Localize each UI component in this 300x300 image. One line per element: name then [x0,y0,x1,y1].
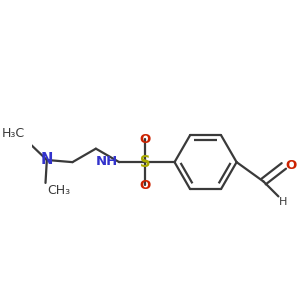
Text: O: O [139,133,151,146]
Text: S: S [140,154,150,169]
Text: H₃C: H₃C [2,127,25,140]
Text: CH₃: CH₃ [47,184,70,197]
Text: N: N [41,152,53,167]
Text: NH: NH [96,154,118,168]
Text: O: O [139,178,151,192]
Text: O: O [285,159,297,172]
Text: H: H [279,197,287,207]
